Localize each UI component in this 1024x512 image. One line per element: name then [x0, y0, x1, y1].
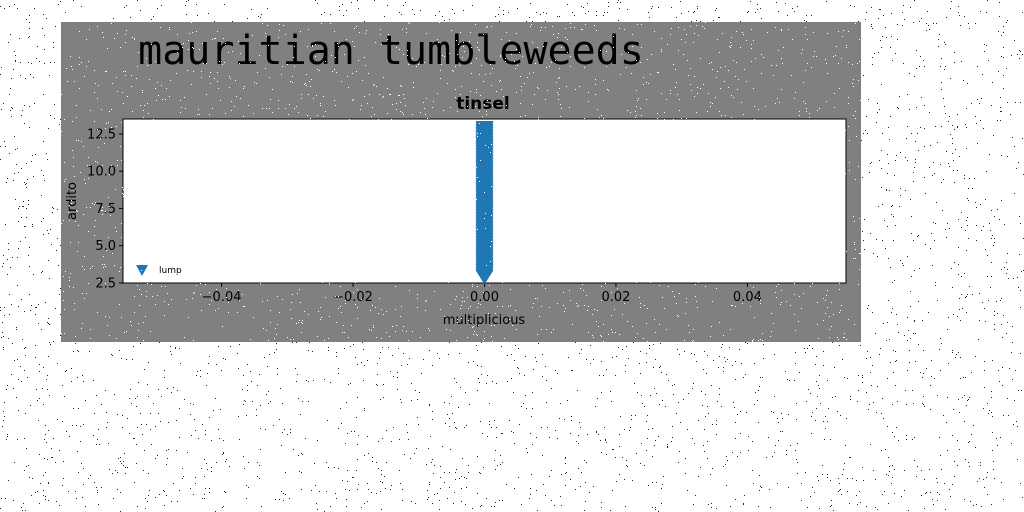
legend-label-lump: lump — [159, 266, 182, 276]
series-lump-markers — [475, 121, 494, 285]
y-tick-label: 10.0 — [87, 165, 116, 180]
y-tick-label: 12.5 — [87, 127, 116, 142]
y-axis-label: ardito — [65, 182, 80, 220]
legend: lump — [136, 265, 182, 276]
y-tick-label: 7.5 — [95, 202, 116, 217]
y-tick-label: 5.0 — [95, 239, 116, 254]
x-tick-label: 0.02 — [601, 290, 630, 305]
x-tick-label: −0.02 — [333, 290, 373, 305]
x-tick-label: 0.04 — [733, 290, 762, 305]
x-axis-label: multiplicious — [443, 313, 526, 328]
chart: tinsel −0.04 −0.02 0.00 0.02 0.04 2.5 5.0 7.5 1… — [65, 94, 847, 328]
x-tick-label: 0.00 — [470, 290, 499, 305]
y-axis-ticks: 2.5 5.0 7.5 10.0 12.5 — [87, 127, 123, 292]
y-tick-label: 2.5 — [95, 277, 116, 292]
figure-panel: mauritian tumbleweeds tinsel −0.04 −0.02 0… — [61, 22, 861, 342]
x-axis-ticks: −0.04 −0.02 0.00 0.02 0.04 — [202, 283, 762, 305]
chart-title: tinsel — [456, 94, 510, 114]
x-tick-label: −0.04 — [202, 290, 242, 305]
